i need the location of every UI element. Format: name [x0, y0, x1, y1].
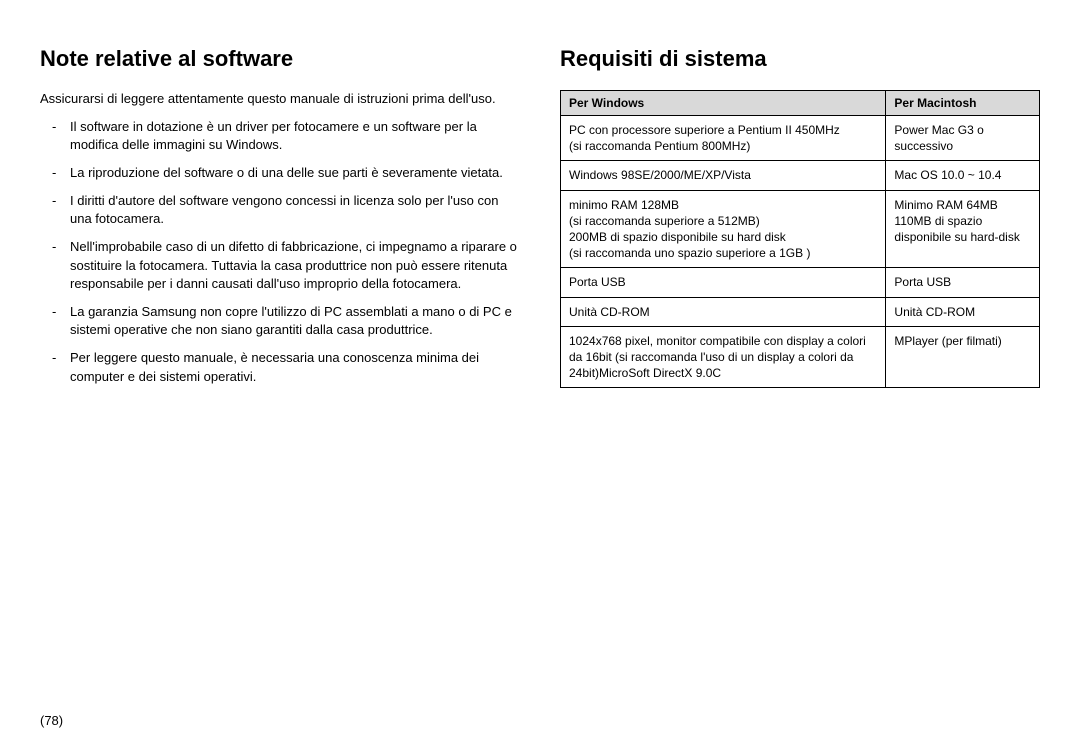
list-item: La garanzia Samsung non copre l'utilizzo… [58, 303, 520, 339]
table-cell: MPlayer (per filmati) [886, 326, 1040, 388]
list-item: Il software in dotazione è un driver per… [58, 118, 520, 154]
requirements-table: Per Windows Per Macintosh PC con process… [560, 90, 1040, 388]
table-row: PC con processore superiore a Pentium II… [561, 116, 1040, 161]
table-cell: Minimo RAM 64MB 110MB di spazio disponib… [886, 190, 1040, 268]
right-heading: Requisiti di sistema [560, 46, 1040, 72]
intro-paragraph: Assicurarsi di leggere attentamente ques… [40, 90, 520, 108]
table-cell: Unità CD-ROM [561, 297, 886, 326]
table-cell: Porta USB [561, 268, 886, 297]
table-row: Unità CD-ROM Unità CD-ROM [561, 297, 1040, 326]
table-row: Porta USB Porta USB [561, 268, 1040, 297]
list-item: Per leggere questo manuale, è necessaria… [58, 349, 520, 385]
bullet-list: Il software in dotazione è un driver per… [40, 118, 520, 386]
table-cell: Mac OS 10.0 ~ 10.4 [886, 161, 1040, 190]
left-heading: Note relative al software [40, 46, 520, 72]
table-row: Windows 98SE/2000/ME/XP/Vista Mac OS 10.… [561, 161, 1040, 190]
table-cell: PC con processore superiore a Pentium II… [561, 116, 886, 161]
table-row: 1024x768 pixel, monitor compatibile con … [561, 326, 1040, 388]
table-cell: Windows 98SE/2000/ME/XP/Vista [561, 161, 886, 190]
table-cell: 1024x768 pixel, monitor compatibile con … [561, 326, 886, 388]
table-cell: Power Mac G3 o successivo [886, 116, 1040, 161]
table-cell: Porta USB [886, 268, 1040, 297]
table-header-windows: Per Windows [561, 91, 886, 116]
page-number: (78) [40, 713, 63, 728]
two-column-layout: Note relative al software Assicurarsi di… [40, 46, 1040, 396]
right-column: Requisiti di sistema Per Windows Per Mac… [560, 46, 1040, 396]
table-header-row: Per Windows Per Macintosh [561, 91, 1040, 116]
list-item: I diritti d'autore del software vengono … [58, 192, 520, 228]
table-cell: Unità CD-ROM [886, 297, 1040, 326]
document-page: Note relative al software Assicurarsi di… [0, 0, 1080, 746]
list-item: Nell'improbabile caso di un difetto di f… [58, 238, 520, 293]
list-item: La riproduzione del software o di una de… [58, 164, 520, 182]
table-cell: minimo RAM 128MB(si raccomanda superiore… [561, 190, 886, 268]
table-header-macintosh: Per Macintosh [886, 91, 1040, 116]
left-column: Note relative al software Assicurarsi di… [40, 46, 520, 396]
table-row: minimo RAM 128MB(si raccomanda superiore… [561, 190, 1040, 268]
